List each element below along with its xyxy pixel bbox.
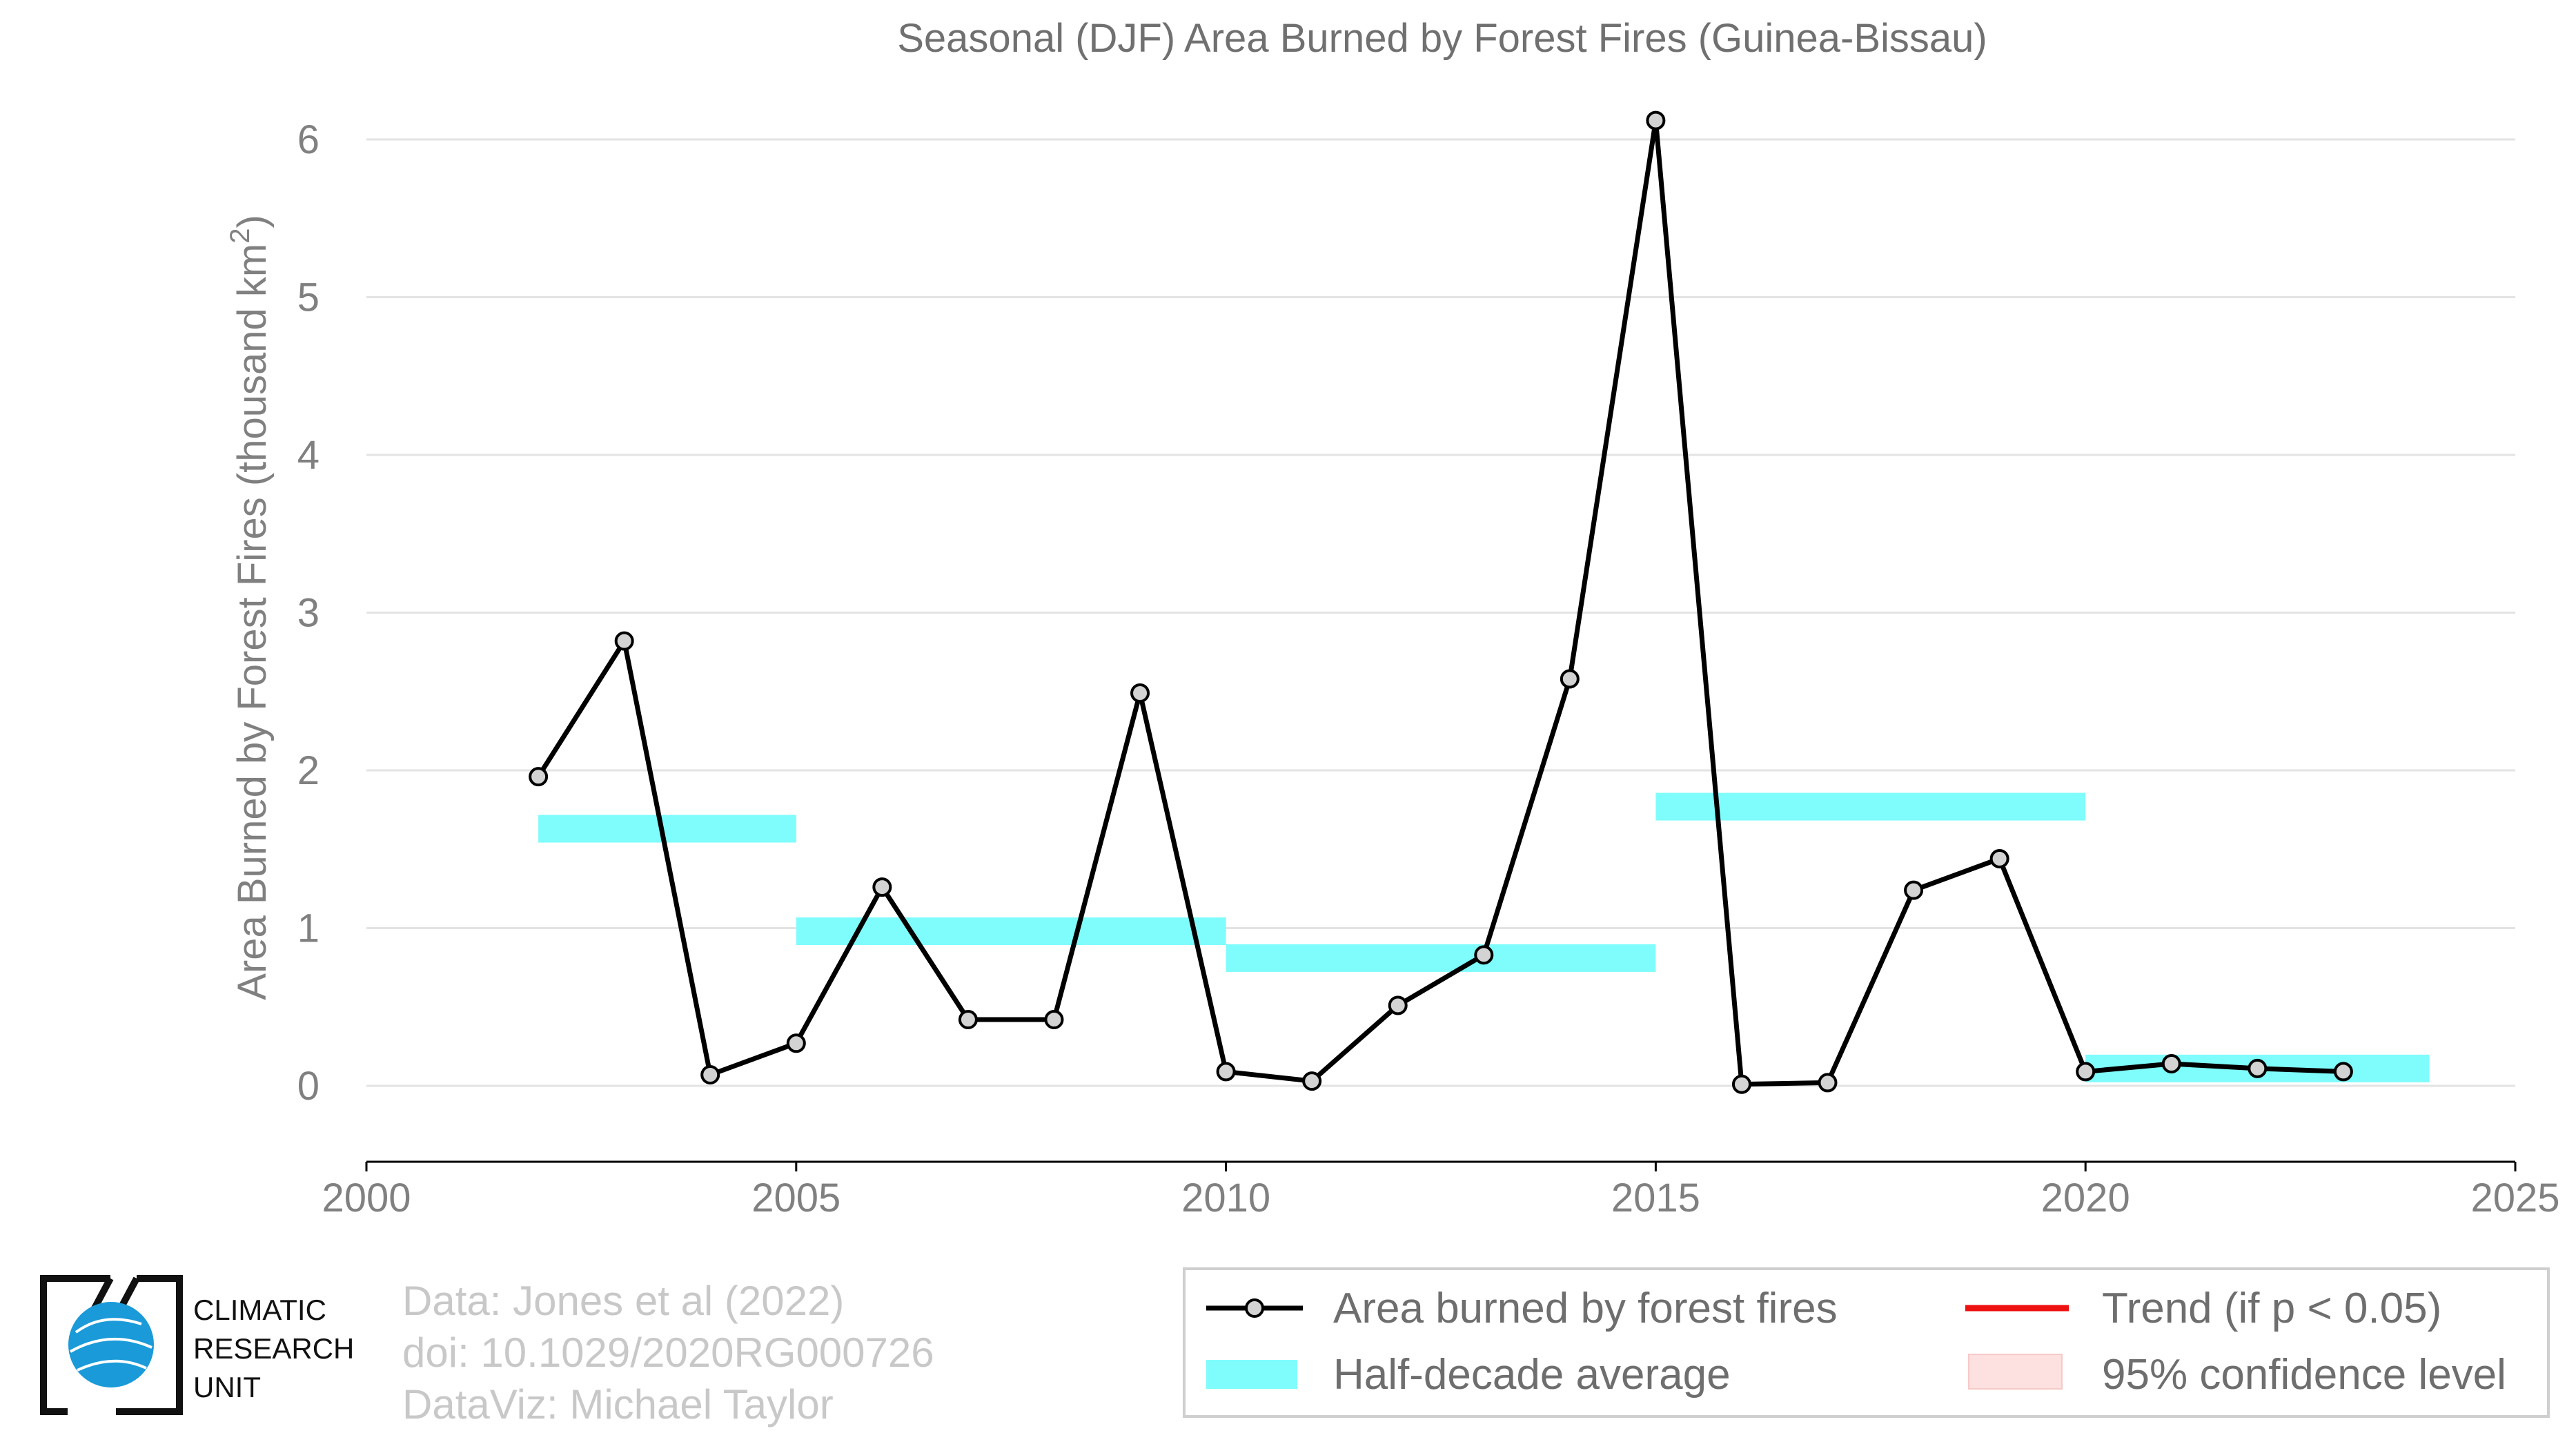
legend-frame — [1183, 1267, 2550, 1418]
credit-data-source: Data: Jones et al (2022) — [402, 1278, 844, 1324]
data-point — [1216, 1062, 1236, 1082]
data-point — [2076, 1062, 2096, 1082]
credits: Data: Jones et al (2022) doi: 10.1029/20… — [402, 1278, 934, 1428]
data-point — [786, 1033, 806, 1053]
series-line-area-burned — [536, 118, 2344, 1087]
x-tick-label: 2025 — [2470, 1176, 2559, 1220]
y-tick-label: 2 — [297, 748, 319, 793]
y-axis-title-main: Area Burned by Forest Fires (thousand km — [230, 244, 275, 1000]
y-tick-label: 3 — [297, 591, 319, 636]
data-point — [1904, 880, 1924, 900]
data-point — [2333, 1062, 2353, 1082]
legend-label-area-burned: Area burned by forest fires — [1333, 1285, 1838, 1332]
legend-label-trend: Trend (if p < 0.05) — [2102, 1285, 2441, 1332]
data-point — [958, 1010, 978, 1030]
data-point — [1560, 669, 1580, 689]
half-decade-band — [1226, 944, 1656, 972]
data-point — [1989, 848, 2009, 868]
data-point — [1130, 683, 1150, 703]
data-point — [1818, 1073, 1838, 1093]
data-point — [1731, 1074, 1751, 1094]
data-point — [1388, 995, 1408, 1015]
x-tick-label: 2005 — [751, 1176, 840, 1220]
legend-confidence-swatch — [1968, 1354, 2063, 1390]
data-point — [529, 767, 549, 787]
legend-label-confidence: 95% confidence level — [2102, 1351, 2506, 1399]
data-point — [1646, 110, 1666, 130]
y-tick-label: 5 — [297, 275, 319, 320]
data-point — [614, 631, 634, 651]
globe-swirl-3 — [77, 1359, 147, 1372]
y-tick-label: 1 — [297, 906, 319, 951]
logo-text-unit: UNIT — [193, 1371, 261, 1403]
data-point — [1044, 1010, 1064, 1030]
y-axis-title: Area Burned by Forest Fires (thousand km… — [225, 215, 275, 1000]
half-decade-bands — [538, 792, 2430, 1082]
y-axis-title-close: ) — [230, 215, 275, 228]
logo-bracket-left — [40, 1275, 110, 1415]
cru-logo: CLIMATIC RESEARCH UNIT — [40, 1275, 354, 1415]
x-tick-label: 2010 — [1181, 1176, 1270, 1220]
data-point — [700, 1065, 720, 1085]
x-ticks: 2000 2005 2010 2015 2020 2025 — [322, 1162, 2560, 1220]
data-point — [2161, 1054, 2181, 1074]
data-point — [1474, 945, 1494, 965]
legend-band-swatch — [1206, 1360, 1297, 1389]
grid-lines — [366, 138, 2515, 1087]
data-point — [1302, 1071, 1322, 1091]
y-ticks: 0 1 2 3 4 5 6 — [297, 117, 319, 1109]
credit-dataviz: DataViz: Michael Taylor — [402, 1381, 834, 1428]
y-tick-label: 0 — [297, 1064, 319, 1109]
data-point — [2248, 1058, 2268, 1078]
data-points — [529, 110, 2353, 1094]
legend: Area burned by forest fires Trend (if p … — [1183, 1267, 2550, 1418]
chart-title: Seasonal (DJF) Area Burned by Forest Fir… — [897, 16, 1987, 61]
credit-doi: doi: 10.1029/2020RG000726 — [402, 1330, 934, 1376]
y-axis-title-superscript: 2 — [225, 228, 255, 244]
legend-marker-swatch — [1245, 1298, 1264, 1318]
half-decade-band — [1655, 792, 2086, 821]
globe-swirl-1 — [75, 1318, 142, 1334]
data-point — [872, 877, 892, 897]
x-tick-label: 2015 — [1611, 1176, 1700, 1220]
logo-text-research: RESEARCH — [193, 1332, 354, 1365]
y-tick-label: 6 — [297, 117, 319, 162]
legend-label-half-decade: Half-decade average — [1333, 1351, 1731, 1399]
half-decade-band — [796, 917, 1226, 946]
logo-text-climatic: CLIMATIC — [193, 1294, 326, 1326]
x-tick-label: 2020 — [2041, 1176, 2130, 1220]
half-decade-band — [538, 815, 796, 843]
x-tick-label: 2000 — [322, 1176, 411, 1220]
globe-swirl-2 — [70, 1337, 153, 1353]
y-tick-label: 4 — [297, 433, 319, 478]
logo-bracket-right — [116, 1275, 183, 1415]
